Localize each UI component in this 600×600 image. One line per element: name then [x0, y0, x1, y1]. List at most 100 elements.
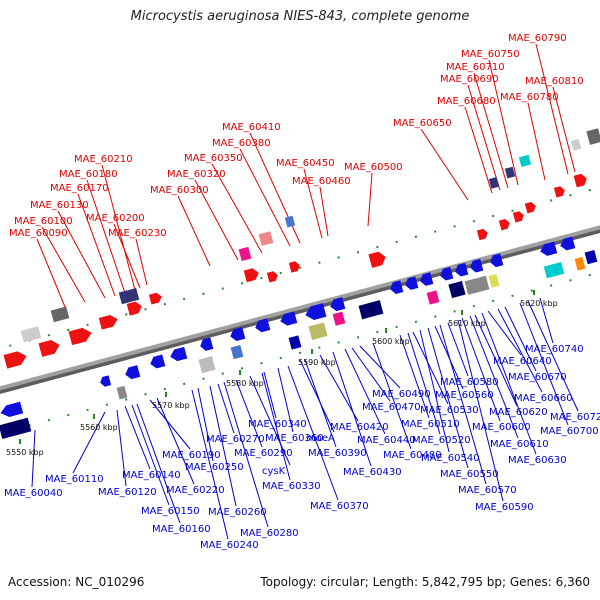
- forward-gene-label[interactable]: MAE_60210: [74, 154, 133, 165]
- forward-gene-block[interactable]: [243, 267, 261, 283]
- reverse-gene-label[interactable]: MAE_60220: [166, 485, 225, 496]
- reverse-misc-block[interactable]: [574, 256, 586, 271]
- reverse-gene-block[interactable]: [124, 365, 141, 380]
- reverse-gene-label[interactable]: MAE_60370: [310, 501, 369, 512]
- reverse-gene-label[interactable]: MAE_60630: [508, 455, 567, 466]
- reverse-gene-label[interactable]: MAE_60420: [330, 422, 389, 433]
- forward-misc-block[interactable]: [284, 215, 296, 228]
- forward-gene-label[interactable]: MAE_60790: [508, 33, 567, 44]
- forward-gene-label[interactable]: MAE_60750: [461, 49, 520, 60]
- reverse-gene-label[interactable]: MAE_60160: [152, 524, 211, 535]
- forward-gene-label[interactable]: MAE_60300: [150, 185, 209, 196]
- forward-gene-block[interactable]: [524, 201, 537, 214]
- forward-gene-label[interactable]: MAE_60500: [344, 162, 403, 173]
- reverse-gene-label[interactable]: MAE_60270: [206, 434, 265, 445]
- reverse-gene-label[interactable]: MAE_60740: [525, 344, 584, 355]
- forward-misc-block[interactable]: [238, 246, 252, 262]
- reverse-gene-label[interactable]: MAE_60640: [493, 356, 552, 367]
- reverse-gene-block[interactable]: [454, 262, 469, 278]
- forward-gene-block[interactable]: [573, 173, 589, 188]
- reverse-gene-block[interactable]: [539, 241, 558, 258]
- reverse-gene-label[interactable]: MAE_60610: [490, 439, 549, 450]
- forward-gene-label[interactable]: MAE_60130: [30, 200, 89, 211]
- forward-gene-label[interactable]: MAE_60380: [212, 138, 271, 149]
- reverse-misc-block[interactable]: [288, 335, 302, 350]
- forward-misc-block[interactable]: [586, 128, 600, 145]
- reverse-gene-block[interactable]: [279, 311, 298, 327]
- forward-misc-block[interactable]: [50, 306, 70, 323]
- reverse-gene-label[interactable]: MAE_60360: [265, 433, 324, 444]
- forward-gene-block[interactable]: [266, 270, 279, 283]
- reverse-misc-block[interactable]: [0, 417, 32, 439]
- reverse-gene-label[interactable]: MAE_60280: [240, 528, 299, 539]
- forward-gene-label[interactable]: MAE_60200: [86, 213, 145, 224]
- reverse-gene-label[interactable]: MAE_60290: [234, 448, 293, 459]
- reverse-misc-block[interactable]: [584, 250, 598, 265]
- reverse-gene-label[interactable]: MAE_60110: [45, 474, 104, 485]
- reverse-gene-label[interactable]: MAE_60510: [401, 419, 460, 430]
- forward-gene-block[interactable]: [512, 210, 525, 223]
- forward-gene-block[interactable]: [498, 218, 511, 231]
- reverse-gene-block[interactable]: [404, 276, 419, 291]
- reverse-gene-label[interactable]: MAE_60590: [475, 502, 534, 513]
- forward-gene-label[interactable]: MAE_60710: [446, 62, 505, 73]
- forward-gene-block[interactable]: [38, 338, 62, 357]
- reverse-gene-label[interactable]: MAE_60240: [200, 540, 259, 551]
- reverse-gene-block[interactable]: [469, 258, 484, 274]
- reverse-gene-label[interactable]: MAE_60340: [248, 419, 307, 430]
- reverse-gene-block[interactable]: [199, 337, 214, 352]
- reverse-misc-block[interactable]: [358, 300, 384, 320]
- reverse-misc-block[interactable]: [543, 261, 565, 279]
- reverse-gene-label[interactable]: MAE_60620: [489, 407, 548, 418]
- reverse-misc-block[interactable]: [230, 344, 244, 360]
- forward-misc-block[interactable]: [504, 166, 516, 179]
- reverse-gene-label[interactable]: MAE_60190: [162, 450, 221, 461]
- forward-gene-block[interactable]: [68, 326, 94, 346]
- forward-gene-block[interactable]: [126, 300, 144, 316]
- forward-misc-block[interactable]: [488, 177, 500, 189]
- forward-gene-label[interactable]: MAE_60350: [184, 153, 243, 164]
- reverse-misc-block[interactable]: [426, 290, 440, 305]
- forward-gene-block[interactable]: [476, 228, 489, 241]
- forward-gene-label[interactable]: MAE_60170: [50, 183, 109, 194]
- reverse-gene-label[interactable]: MAE_60600: [472, 422, 531, 433]
- forward-misc-block[interactable]: [258, 231, 274, 246]
- forward-misc-block[interactable]: [118, 288, 140, 305]
- reverse-gene-label[interactable]: MAE_60430: [343, 467, 402, 478]
- reverse-gene-label[interactable]: MAE_60580: [440, 377, 499, 388]
- reverse-gene-label[interactable]: MAE_60530: [420, 405, 479, 416]
- reverse-misc-block[interactable]: [198, 356, 216, 374]
- reverse-gene-label[interactable]: MAE_60260: [208, 507, 267, 518]
- reverse-misc-block[interactable]: [488, 274, 500, 288]
- reverse-gene-label[interactable]: MAE_60520: [412, 435, 471, 446]
- forward-gene-block[interactable]: [98, 313, 119, 330]
- reverse-gene-block[interactable]: [329, 297, 346, 312]
- reverse-gene-label[interactable]: MAE_60480: [383, 450, 442, 461]
- reverse-gene-block[interactable]: [169, 346, 188, 363]
- reverse-gene-label[interactable]: MAE_60660: [514, 393, 573, 404]
- reverse-gene-label[interactable]: MAE_60490: [372, 389, 431, 400]
- forward-gene-label[interactable]: MAE_60180: [59, 169, 118, 180]
- reverse-gene-block[interactable]: [254, 318, 271, 333]
- forward-gene-label[interactable]: MAE_60230: [108, 228, 167, 239]
- forward-gene-label[interactable]: MAE_60100: [14, 216, 73, 227]
- reverse-gene-block[interactable]: [0, 401, 24, 419]
- forward-gene-label[interactable]: MAE_60320: [167, 169, 226, 180]
- reverse-gene-block[interactable]: [149, 354, 166, 369]
- reverse-gene-block[interactable]: [559, 236, 576, 251]
- forward-gene-label[interactable]: MAE_60410: [222, 122, 281, 133]
- reverse-gene-label[interactable]: MAE_60440: [357, 435, 416, 446]
- reverse-misc-block[interactable]: [308, 322, 328, 340]
- reverse-misc-block[interactable]: [116, 385, 128, 400]
- reverse-gene-label[interactable]: MAE_60550: [440, 469, 499, 480]
- reverse-gene-label[interactable]: MAE_60330: [262, 481, 321, 492]
- reverse-gene-block[interactable]: [99, 375, 112, 387]
- reverse-gene-label[interactable]: MAE_60120: [98, 487, 157, 498]
- reverse-gene-block[interactable]: [389, 280, 404, 295]
- forward-gene-block[interactable]: [148, 292, 163, 305]
- forward-gene-block[interactable]: [3, 349, 29, 369]
- reverse-gene-label[interactable]: MAE_60470: [362, 402, 421, 413]
- reverse-gene-label[interactable]: moeA: [306, 433, 335, 444]
- forward-misc-block[interactable]: [518, 154, 532, 167]
- reverse-gene-label[interactable]: MAE_60700: [540, 426, 599, 437]
